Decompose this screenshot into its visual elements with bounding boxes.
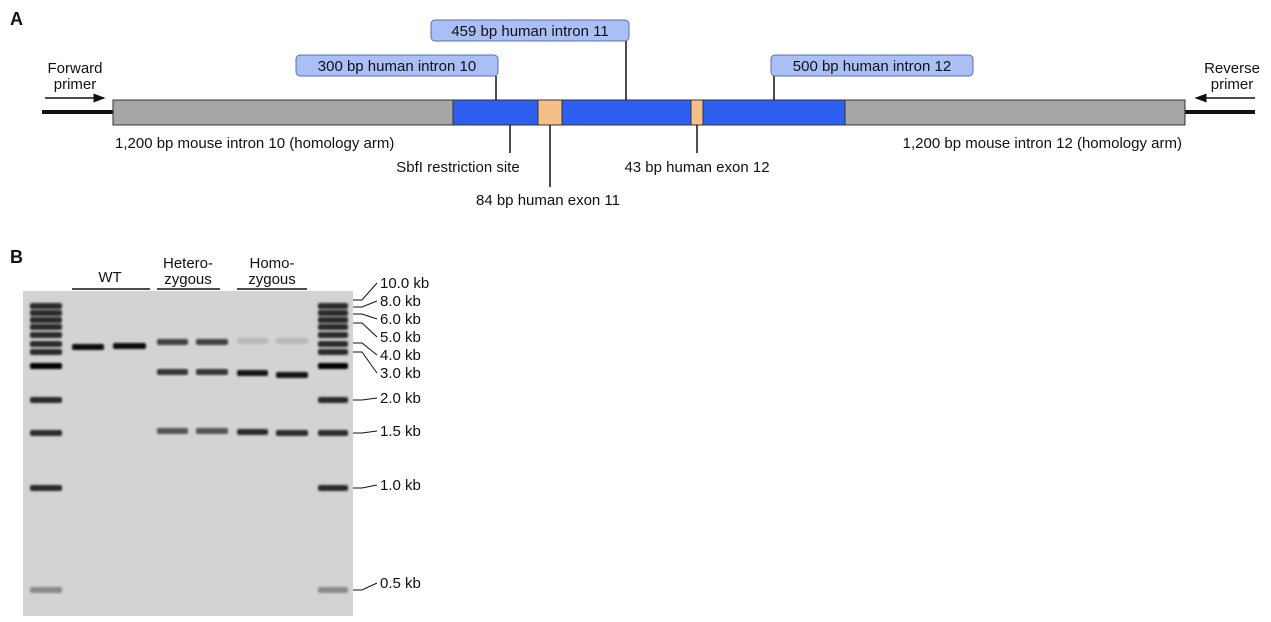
band xyxy=(30,303,62,309)
ladder-leader xyxy=(353,314,377,319)
segment xyxy=(538,100,562,125)
forward-primer: primer xyxy=(54,76,97,93)
band xyxy=(72,344,104,350)
arm-label: 1,200 bp mouse intron 12 (homology arm) xyxy=(903,135,1182,152)
ladder-label: 1.5 kb xyxy=(380,423,421,440)
band xyxy=(318,397,348,403)
segment xyxy=(845,100,1185,125)
band xyxy=(30,332,62,338)
band xyxy=(237,429,268,435)
band xyxy=(237,370,268,376)
band xyxy=(276,430,308,436)
band xyxy=(318,363,348,369)
segment xyxy=(691,100,703,125)
band xyxy=(276,338,308,344)
band xyxy=(30,349,62,355)
reverse-primer: Reverse xyxy=(1204,60,1260,77)
group-label: Hetero- xyxy=(163,255,213,272)
band xyxy=(30,485,62,491)
ladder-label: 6.0 kb xyxy=(380,311,421,328)
band xyxy=(30,317,62,323)
band xyxy=(318,324,348,330)
band xyxy=(237,338,268,344)
band xyxy=(318,430,348,436)
ladder-label: 8.0 kb xyxy=(380,293,421,310)
group-label: Homo- xyxy=(249,255,294,272)
band xyxy=(30,397,62,403)
group-label: zygous xyxy=(248,271,296,288)
band xyxy=(318,310,348,316)
exon-label: 84 bp human exon 11 xyxy=(476,192,620,209)
ladder-leader xyxy=(353,431,377,433)
site-label: SbfI restriction site xyxy=(396,159,519,176)
segment xyxy=(562,100,691,125)
ladder-leader xyxy=(353,323,377,337)
band xyxy=(318,349,348,355)
panel-label: B xyxy=(10,247,23,267)
band xyxy=(113,343,146,349)
ladder-leader xyxy=(353,583,377,590)
band xyxy=(318,332,348,338)
band xyxy=(196,339,228,345)
band xyxy=(318,587,348,593)
segment xyxy=(703,100,845,125)
ladder-label: 3.0 kb xyxy=(380,365,421,382)
band xyxy=(276,372,308,378)
segment xyxy=(453,100,538,125)
band xyxy=(318,485,348,491)
construct xyxy=(113,100,1185,125)
ladder-leader xyxy=(353,485,377,488)
callout: 459 bp human intron 11 xyxy=(451,23,608,40)
ladder-label: 5.0 kb xyxy=(380,329,421,346)
band xyxy=(30,430,62,436)
forward-primer: Forward xyxy=(47,60,102,77)
ladder-label: 10.0 kb xyxy=(380,275,429,292)
ladder-leader xyxy=(353,343,377,355)
ladder-label: 1.0 kb xyxy=(380,477,421,494)
band xyxy=(157,369,188,375)
exon-label: 43 bp human exon 12 xyxy=(624,159,769,176)
ladder-label: 0.5 kb xyxy=(380,575,421,592)
band xyxy=(30,324,62,330)
ladder-label: 2.0 kb xyxy=(380,390,421,407)
arm-label: 1,200 bp mouse intron 10 (homology arm) xyxy=(115,135,394,152)
callout: 300 bp human intron 10 xyxy=(318,58,476,75)
band xyxy=(196,428,228,434)
ladder-label: 4.0 kb xyxy=(380,347,421,364)
band xyxy=(318,317,348,323)
band xyxy=(318,341,348,347)
band xyxy=(196,369,228,375)
figure: A Forward primer Reverse primer 300 bp h… xyxy=(0,0,1271,617)
band xyxy=(318,303,348,309)
group-label: WT xyxy=(98,269,121,286)
ladder-labels: 10.0 kb8.0 kb6.0 kb5.0 kb4.0 kb3.0 kb 2.0… xyxy=(353,275,429,592)
callout: 500 bp human intron 12 xyxy=(793,58,951,75)
reverse-primer: primer xyxy=(1211,76,1254,93)
ladder-leader xyxy=(353,301,377,307)
band xyxy=(157,339,188,345)
band xyxy=(157,428,188,434)
band xyxy=(30,363,62,369)
panel-label: A xyxy=(10,9,23,29)
segment xyxy=(113,100,453,125)
group-label: zygous xyxy=(164,271,212,288)
ladder-leader xyxy=(353,352,377,373)
band xyxy=(30,341,62,347)
ladder-leader xyxy=(353,398,377,400)
band xyxy=(30,587,62,593)
ladder-leader xyxy=(353,283,377,300)
band xyxy=(30,310,62,316)
